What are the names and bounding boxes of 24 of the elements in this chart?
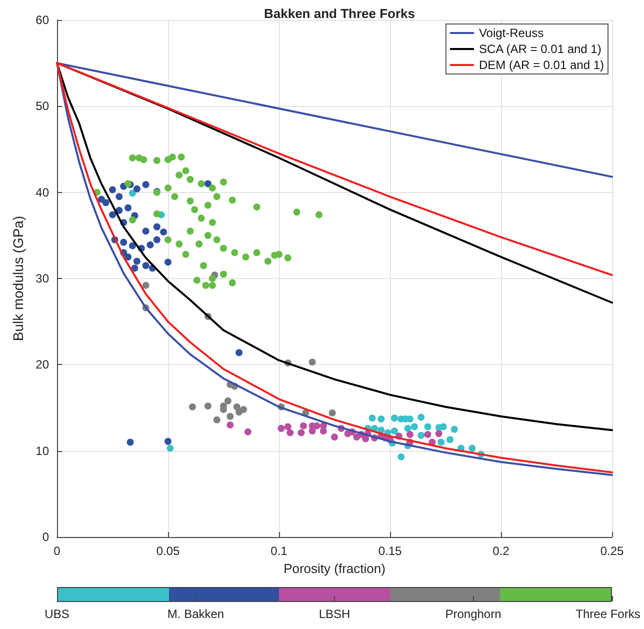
- x-tick-label: 0.2: [492, 544, 510, 558]
- x-axis-title: Porosity (fraction): [284, 560, 386, 576]
- legend-label: DEM (AR = 0.01 and 1): [478, 58, 604, 72]
- x-tick-label: 0.1: [270, 544, 288, 558]
- y-tick-label: 0: [42, 530, 50, 544]
- x-tick-label: 0: [54, 544, 61, 558]
- y-tick-label: 30: [36, 272, 50, 286]
- x-tick-label: 0.05: [156, 544, 180, 558]
- y-tick-label: 50: [36, 99, 50, 114]
- color-bar-label: Three Forks: [576, 607, 640, 621]
- y-tick-label: 40: [36, 185, 50, 200]
- color-bar-label: LBSH: [318, 607, 350, 621]
- color-bar-label: UBS: [44, 607, 70, 621]
- y-tick-label: 10: [36, 444, 50, 458]
- legend-label: Voigt-Reuss: [478, 26, 544, 40]
- x-tick-label: 0.25: [600, 544, 624, 558]
- legend-label: SCA (AR = 0.01 and 1): [478, 42, 602, 56]
- y-tick-label: 20: [36, 358, 50, 372]
- color-bar-label: M. Bakken: [167, 607, 224, 621]
- color-bar-label: Pronghorn: [445, 607, 502, 621]
- y-axis-title: Bulk modulus (GPa): [10, 216, 26, 342]
- y-tick-label: 60: [36, 13, 50, 27]
- x-tick-label: 0.15: [378, 544, 402, 558]
- chart-title: Bakken and Three Forks: [264, 6, 415, 21]
